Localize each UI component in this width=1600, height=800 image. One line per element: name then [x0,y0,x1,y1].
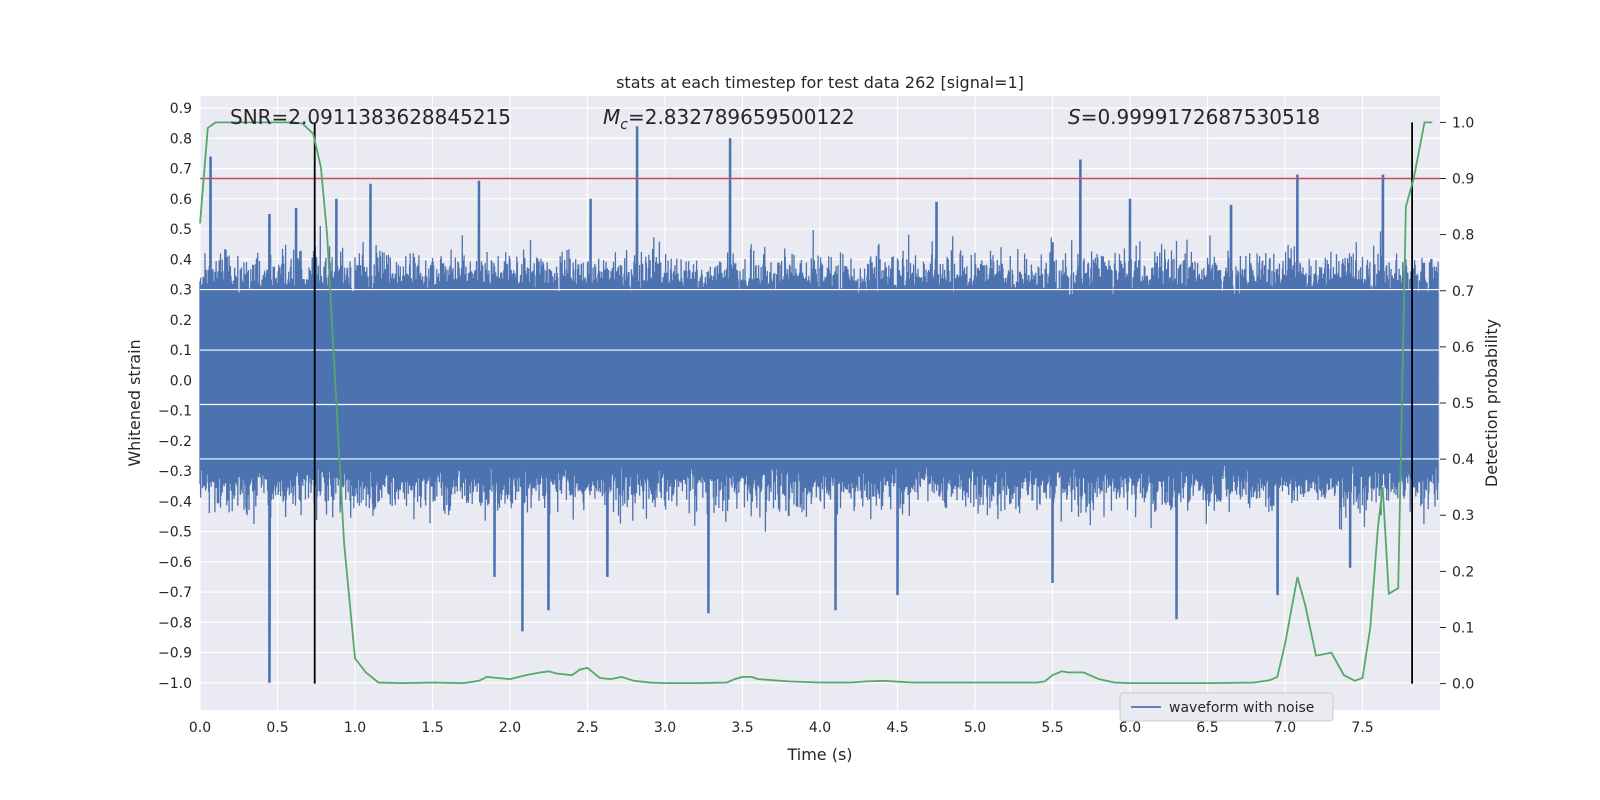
y2-tick-label: 0.5 [1452,396,1474,412]
y2-tick-label: 0.2 [1452,564,1474,580]
chirp-mass-value: =2.832789659500122 [628,105,855,129]
x-tick-label: 3.0 [654,720,676,736]
y-tick-label: 0.4 [170,252,192,268]
y-tick-label: 0.6 [170,192,192,208]
x-axis-label: Time (s) [786,745,852,764]
x-tick-label: 3.5 [731,720,753,736]
y2-tick-label: 0.0 [1452,677,1474,693]
x-tick-label: 6.0 [1119,720,1141,736]
legend-box [1119,692,1334,722]
y-tick-label: −1.0 [158,676,192,692]
waveform-line [199,126,1439,683]
y2-tick-label: 1.0 [1452,115,1474,131]
y-tick-label: −0.8 [158,615,192,631]
legend: waveform with noise [1119,692,1334,722]
x-tick-label: 6.5 [1196,720,1218,736]
y-tick-label: 0.9 [170,101,192,117]
x-tick-label: 0.5 [266,720,288,736]
y2-tick-label: 0.1 [1452,620,1474,636]
x-tick-label: 0.0 [189,720,211,736]
x-tick-label: 2.0 [499,720,521,736]
y-tick-label: −0.5 [158,525,192,541]
y-tick-label: −0.1 [158,404,192,420]
x-tick-label: 1.5 [421,720,443,736]
y2-tick-label: 0.7 [1452,284,1474,300]
x-tick-label: 2.5 [576,720,598,736]
legend-label: waveform with noise [1169,700,1314,716]
waveform-series [199,126,1439,683]
significance-symbol: S [1068,105,1081,129]
chirp-mass-annotation: Mc=2.832789659500122 [603,105,855,133]
x-tick-label: 5.0 [964,720,986,736]
y2-tick-label: 0.9 [1452,172,1474,188]
chirp-mass-symbol: M [603,105,620,129]
y-tick-label: −0.2 [158,434,192,450]
chirp-mass-subscript: c [620,117,628,133]
y-tick-label: −0.6 [158,555,192,571]
y-tick-label: −0.7 [158,585,192,601]
x-tick-label: 4.0 [809,720,831,736]
x-tick-label: 4.5 [886,720,908,736]
axis-ticks: 0.0 0.5 1.0 1.5 2.0 2.5 3.0 3.5 4.0 4.5 5.0 5.5 6.0 6… [158,101,1474,736]
x-tick-label: 5.5 [1041,720,1063,736]
y2-tick-label: 0.6 [1452,340,1474,356]
y-tick-label: 0.2 [170,313,192,329]
detection-probability-line [199,121,1433,685]
y2-axis-label: Detection probability [1482,319,1501,487]
y-tick-label: 0.1 [170,343,192,359]
x-tick-label: 7.5 [1351,720,1373,736]
significance-value: =0.9999172687530518 [1081,105,1320,129]
overlay-lines [199,121,1440,685]
y2-tick-label: 0.4 [1452,452,1474,468]
y-tick-label: −0.9 [158,646,192,662]
y-tick-label: −0.4 [158,494,192,510]
y-tick-label: 0.8 [170,131,192,147]
y-tick-label: 0.0 [170,373,192,389]
y-tick-label: 0.7 [170,162,192,178]
y-tick-label: 0.3 [170,283,192,299]
y-tick-label: 0.5 [170,222,192,238]
significance-annotation: S=0.9999172687530518 [1068,105,1320,129]
x-tick-label: 7.0 [1274,720,1296,736]
snr-annotation: SNR=2.0911383628845215 [230,105,511,129]
x-tick-label: 1.0 [344,720,366,736]
y2-tick-label: 0.3 [1452,508,1474,524]
chart-title: stats at each timestep for test data 262… [616,73,1024,92]
y2-tick-label: 0.8 [1452,228,1474,244]
y-tick-label: −0.3 [158,464,192,480]
y-axis-label: Whitened strain [125,339,144,466]
